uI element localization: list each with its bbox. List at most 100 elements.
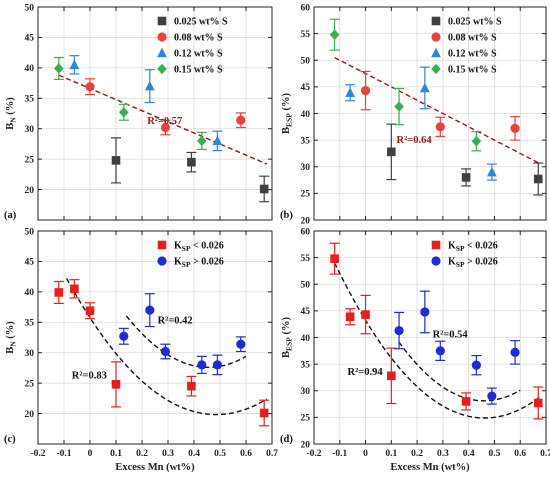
x-tick-label: 0 <box>88 449 93 459</box>
x-tick-label: -0.2 <box>306 449 321 459</box>
panel-d: 20 25 30 35 40 45 50 55 60 -0.2 -0.1 0 0.1 0.2 0.3 0.4 0… <box>280 227 550 473</box>
data-point <box>187 381 196 391</box>
series-2 <box>118 293 246 376</box>
y-tick-label: 25 <box>25 379 35 389</box>
legend-label: 0.025 wt% S <box>448 17 502 28</box>
y-tick-label: 60 <box>301 227 311 237</box>
data-point <box>394 325 404 336</box>
legend-marker <box>157 63 167 75</box>
legend-label: 0.12 wt% S <box>174 49 223 60</box>
y-tick-label: 40 <box>301 110 311 120</box>
data-point <box>510 347 520 358</box>
x-tick-label: 0.4 <box>463 449 475 459</box>
data-point <box>461 397 471 406</box>
fit-curve <box>65 278 268 416</box>
y-tick-label: 35 <box>301 360 311 370</box>
x-tick-label: 0.7 <box>266 449 278 459</box>
x-tick-label: 0.5 <box>489 449 501 459</box>
y-axis-title: BN (%) <box>5 321 18 354</box>
panel-b: 20 25 30 35 40 45 50 55 60 BESP (%) (b) R²=0.64 0.02… <box>280 3 547 226</box>
y-tick-label: 50 <box>301 57 311 67</box>
y-tick-label: 25 <box>301 190 311 200</box>
data-point <box>187 157 196 167</box>
r-squared-annotation: R²=0.54 <box>433 330 469 341</box>
legend-marker <box>157 47 167 58</box>
legend-label: 0.12 wt% S <box>448 49 497 60</box>
panel-label: (c) <box>4 434 16 445</box>
data-point <box>345 312 355 322</box>
r-squared-annotation: R²=0.57 <box>147 116 182 127</box>
data-point <box>119 106 129 118</box>
y-tick-label: 40 <box>301 334 311 344</box>
legend-label: 0.15 wt% S <box>448 65 497 76</box>
y-tick-label: 30 <box>301 163 311 173</box>
x-tick-label: 0.3 <box>162 449 174 459</box>
data-point <box>212 135 223 146</box>
legend-marker <box>157 32 167 42</box>
y-axis-title: BESP (%) <box>281 317 294 358</box>
x-tick-label: 0.1 <box>385 449 397 459</box>
data-point <box>70 284 79 294</box>
fit-curve <box>398 341 521 402</box>
legend-marker <box>157 256 167 266</box>
x-tick-label: 0.4 <box>188 449 200 459</box>
data-point <box>197 360 207 370</box>
x-tick-label: 0.6 <box>514 449 526 459</box>
series-3 <box>345 66 497 181</box>
data-point <box>471 360 481 370</box>
data-point <box>387 371 396 381</box>
y-tick-label: 45 <box>301 83 311 93</box>
data-point <box>212 360 222 370</box>
data-point <box>160 346 170 357</box>
data-point <box>394 101 404 112</box>
x-tick-label: -0.1 <box>332 449 347 459</box>
plot-frame <box>37 230 273 445</box>
legend-label: 0.025 wt% S <box>174 17 228 28</box>
r-squared-annotation: R²=0.94 <box>348 367 384 378</box>
x-axis-title: Excess Mn (wt%) <box>115 462 195 473</box>
legend-marker <box>431 240 441 250</box>
x-tick-label: -0.1 <box>56 449 71 459</box>
x-tick-label: 0.2 <box>411 449 423 459</box>
series-3 <box>69 55 223 152</box>
legend-marker <box>157 16 167 26</box>
r-squared-annotation: R²=0.83 <box>72 370 107 381</box>
legend-marker <box>431 47 441 58</box>
legend-marker <box>431 16 441 26</box>
data-point <box>419 82 430 93</box>
y-tick-label: 55 <box>301 30 311 40</box>
y-tick-label: 40 <box>25 64 35 74</box>
y-tick-label: 50 <box>25 227 35 237</box>
y-tick-label: 45 <box>301 307 311 317</box>
legend-marker <box>431 256 441 266</box>
y-tick-label: 30 <box>301 387 311 397</box>
series-1 <box>329 242 544 420</box>
data-point <box>435 122 445 132</box>
legend-label: 0.08 wt% S <box>174 33 223 44</box>
data-point <box>361 310 370 319</box>
data-point <box>420 307 430 317</box>
fit-curve <box>334 56 542 165</box>
panel-a: 20 25 30 35 40 45 50 BN (%) (a) R²=0.57 0.025 wt% … <box>4 3 273 221</box>
legend-marker <box>431 32 441 42</box>
data-point <box>54 288 64 297</box>
data-point <box>345 87 355 98</box>
data-point <box>160 122 170 133</box>
series-1 <box>386 123 544 196</box>
series-4 <box>329 18 482 152</box>
y-tick-label: 25 <box>25 155 35 165</box>
data-point <box>145 305 155 315</box>
legend-label: KSP < 0.026 <box>448 241 498 254</box>
y-axis-title: BESP (%) <box>281 93 294 134</box>
y-tick-label: 20 <box>25 410 35 420</box>
x-axis-title: Excess Mn (wt%) <box>390 462 470 473</box>
series-4 <box>53 56 207 151</box>
x-tick-label: 0 <box>363 449 368 459</box>
panel-label: (b) <box>280 210 293 221</box>
fit-curve <box>58 74 268 165</box>
r-squared-annotation: R²=0.64 <box>396 135 432 146</box>
data-point <box>236 115 246 125</box>
y-tick-label: 60 <box>301 3 311 13</box>
data-point <box>259 184 269 194</box>
